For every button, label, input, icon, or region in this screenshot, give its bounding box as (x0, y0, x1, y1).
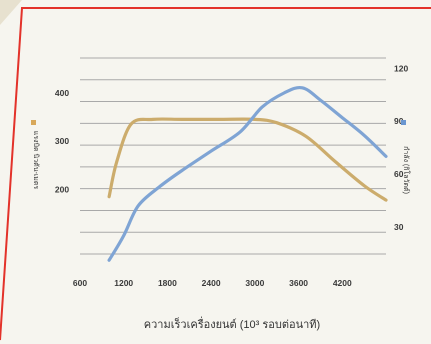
x-tick-label: 1200 (114, 278, 133, 288)
red-frame-border (0, 7, 431, 341)
y-right-tick-label: 30 (394, 222, 404, 232)
y-right-tick-label: 90 (394, 116, 404, 126)
y-right-tick-label: 120 (394, 63, 408, 73)
y-left-axis-label-group: แรงบิด นิวตัน-เมตร (32, 131, 40, 190)
grid-lines (80, 57, 386, 255)
y-right-tick-label: 60 (394, 169, 404, 179)
series-layer (107, 85, 388, 262)
y-left-tick-label: 300 (55, 136, 69, 146)
x-tick-label: 2400 (202, 278, 221, 288)
x-axis-title: ความเร็วเครื่องยนต์ (10³ รอบต่อนาที) (144, 316, 320, 331)
y-left-tick-label: 200 (55, 184, 69, 194)
x-tick-label: 1800 (158, 278, 177, 288)
torque-series-line (107, 117, 388, 202)
x-tick-label: 3600 (289, 278, 308, 288)
x-tick-label: 3000 (245, 278, 264, 288)
y-right-axis-label-group: กำลัง (กิโลวัตต์) (402, 146, 411, 194)
y-left-axis-title: แรงบิด นิวตัน-เมตร (32, 131, 40, 190)
torque-legend-marker (31, 120, 36, 125)
y-right-tick-labels: 30 60 90 120 (394, 63, 408, 231)
x-tick-label: 600 (73, 278, 87, 288)
x-tick-label: 4200 (333, 278, 352, 288)
power-legend-marker (401, 120, 406, 125)
power-series-line (107, 85, 388, 262)
y-left-tick-label: 400 (55, 88, 69, 98)
y-right-axis-title: กำลัง (กิโลวัตต์) (402, 146, 411, 194)
y-left-tick-labels: 200 300 400 (55, 88, 69, 195)
x-tick-labels: 600 1200 1800 2400 3000 3600 4200 (73, 278, 352, 288)
